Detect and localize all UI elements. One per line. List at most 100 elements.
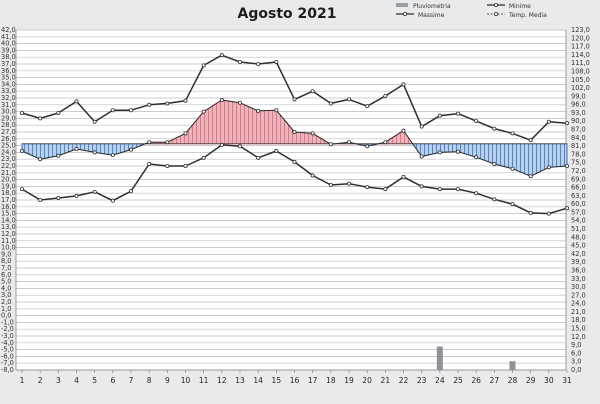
point-massime-day-16	[293, 98, 296, 101]
right-tick-label: 105,0	[571, 76, 590, 84]
x-tick-label: 4	[74, 376, 79, 385]
right-tick-label: 54,0	[571, 217, 586, 225]
right-tick-label: 60,0	[571, 200, 586, 208]
legend-label-temp-media: Temp. Media	[508, 12, 547, 19]
point-minime-day-30	[547, 212, 550, 215]
point-massime-day-29	[529, 139, 532, 142]
point-minime-day-22	[402, 175, 405, 178]
point-massime-day-8	[148, 103, 151, 106]
point-temp-media-day-2	[39, 158, 42, 161]
right-tick-label: 27,0	[571, 291, 586, 299]
point-minime-day-27	[493, 198, 496, 201]
right-tick-label: 114,0	[571, 51, 590, 59]
point-minime-day-20	[366, 185, 369, 188]
legend-label-minime: Minime	[509, 3, 531, 10]
right-tick-label: 63,0	[571, 192, 586, 200]
x-tick-label: 15	[272, 376, 282, 385]
point-temp-media-day-29	[529, 175, 532, 178]
point-massime-day-20	[366, 105, 369, 108]
chart-title: Agosto 2021	[238, 6, 337, 22]
right-tick-label: 84,0	[571, 134, 586, 142]
point-minime-day-7	[129, 190, 132, 193]
point-massime-day-25	[456, 112, 459, 115]
point-temp-media-day-19	[347, 141, 350, 144]
point-minime-day-28	[511, 202, 514, 205]
point-temp-media-day-7	[129, 148, 132, 151]
x-tick-label: 14	[253, 376, 263, 385]
right-tick-label: 33,0	[571, 275, 586, 283]
left-axis-ticks: 42,041,040,039,038,037,036,035,034,033,0…	[1, 26, 16, 374]
point-massime-day-3	[57, 111, 60, 114]
right-tick-label: 18,0	[571, 316, 586, 324]
right-tick-label: 51,0	[571, 225, 586, 233]
point-massime-day-5	[93, 120, 96, 123]
point-temp-media-day-28	[511, 167, 514, 170]
x-tick-label: 2	[38, 376, 43, 385]
point-massime-day-4	[75, 100, 78, 103]
point-minime-day-23	[420, 185, 423, 188]
point-minime-day-18	[329, 183, 332, 186]
point-massime-day-13	[238, 60, 241, 63]
x-tick-label: 23	[417, 376, 427, 385]
point-massime-day-9	[166, 102, 169, 105]
point-massime-day-30	[547, 120, 550, 123]
legend-marker-temp-media	[494, 12, 497, 15]
point-minime-day-2	[39, 198, 42, 201]
point-massime-day-19	[347, 98, 350, 101]
point-minime-day-4	[75, 194, 78, 197]
point-massime-day-15	[275, 60, 278, 63]
point-temp-media-day-8	[148, 141, 151, 144]
x-tick-label: 27	[490, 376, 500, 385]
point-minime-day-6	[111, 199, 114, 202]
x-tick-label: 26	[471, 376, 481, 385]
right-tick-label: 117,0	[571, 43, 590, 51]
right-tick-label: 120,0	[571, 34, 590, 42]
right-tick-label: 96,0	[571, 101, 586, 109]
x-tick-label: 30	[544, 376, 554, 385]
point-temp-media-day-11	[202, 110, 205, 113]
x-tick-label: 19	[344, 376, 354, 385]
x-tick-label: 17	[308, 376, 318, 385]
point-minime-day-8	[148, 162, 151, 165]
right-tick-label: 30,0	[571, 283, 586, 291]
legend-swatch-pluviometria	[396, 3, 408, 7]
x-tick-label: 24	[435, 376, 445, 385]
x-tick-label: 25	[453, 376, 463, 385]
point-temp-media-day-25	[456, 150, 459, 153]
point-minime-day-29	[529, 211, 532, 214]
x-tick-label: 9	[165, 376, 170, 385]
point-massime-day-1	[20, 111, 23, 114]
x-tick-label: 12	[217, 376, 227, 385]
point-massime-day-21	[384, 94, 387, 97]
legend-marker-minime	[494, 3, 497, 6]
point-massime-day-2	[39, 117, 42, 120]
point-temp-media-day-5	[93, 151, 96, 154]
point-massime-day-7	[129, 109, 132, 112]
x-tick-label: 11	[199, 376, 209, 385]
right-tick-label: 24,0	[571, 300, 586, 308]
x-tick-label: 18	[326, 376, 336, 385]
x-tick-label: 13	[235, 376, 245, 385]
x-tick-label: 16	[290, 376, 300, 385]
point-temp-media-day-15	[275, 109, 278, 112]
point-temp-media-day-16	[293, 130, 296, 133]
point-massime-day-10	[184, 99, 187, 102]
legend-label-massime: Massime	[418, 12, 445, 19]
left-tick-label: -8,0	[1, 366, 14, 374]
x-tick-label: 21	[381, 376, 391, 385]
right-tick-label: 9,0	[571, 341, 582, 349]
x-tick-label: 7	[129, 376, 134, 385]
legend-label-pluviometria: Pluviometria	[413, 3, 451, 10]
point-massime-day-24	[438, 114, 441, 117]
right-tick-label: 0,0	[571, 366, 582, 374]
right-tick-label: 90,0	[571, 117, 586, 125]
point-temp-media-day-21	[384, 141, 387, 144]
point-temp-media-day-9	[166, 141, 169, 144]
right-tick-label: 93,0	[571, 109, 586, 117]
point-minime-day-9	[166, 164, 169, 167]
right-tick-label: 111,0	[571, 59, 590, 67]
right-tick-label: 3,0	[571, 358, 582, 366]
x-tick-label: 22	[399, 376, 409, 385]
x-tick-label: 10	[181, 376, 191, 385]
